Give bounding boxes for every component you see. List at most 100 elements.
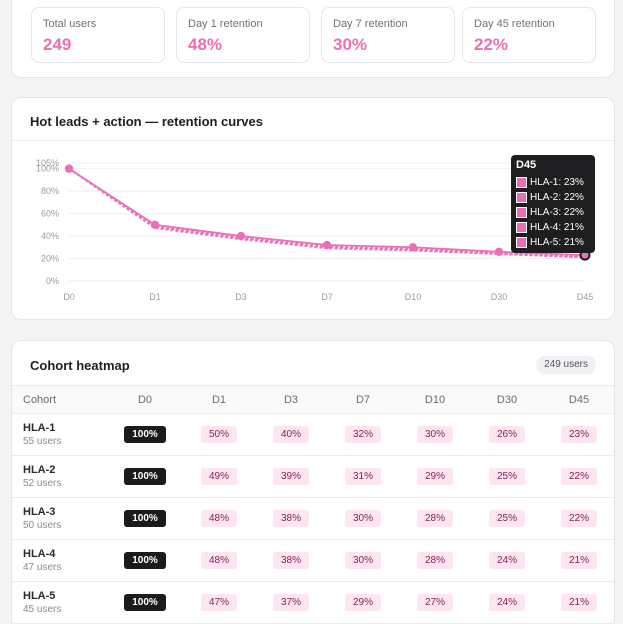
stat-value: 22%	[474, 35, 509, 54]
retention-cell[interactable]: 28%	[417, 552, 453, 569]
legend-swatch	[516, 207, 527, 218]
tooltip-row: HLA-1: 23%	[516, 175, 590, 190]
y-tick-label: 0%	[46, 276, 59, 286]
retention-cell[interactable]: 100%	[124, 552, 166, 569]
column-header: D3	[283, 394, 299, 406]
legend-swatch	[516, 222, 527, 233]
retention-cell[interactable]: 48%	[201, 552, 237, 569]
x-tick-label: D7	[321, 292, 333, 302]
x-tick-label: D1	[149, 292, 161, 302]
retention-chart-card: Hot leads + action — retention curves 0%…	[11, 97, 615, 320]
retention-cell[interactable]: 32%	[345, 426, 381, 443]
retention-cell[interactable]: 39%	[273, 468, 309, 485]
stat-value: 30%	[333, 35, 368, 54]
retention-cell[interactable]: 30%	[345, 552, 381, 569]
retention-cell[interactable]: 100%	[124, 594, 166, 611]
legend-swatch	[516, 192, 527, 203]
y-tick-label: 80%	[41, 186, 59, 196]
stat-label: Total users	[43, 18, 97, 30]
retention-cell[interactable]: 25%	[489, 468, 525, 485]
retention-cell[interactable]: 49%	[201, 468, 237, 485]
data-point	[408, 243, 418, 252]
stat-total-users: Total users 249	[31, 7, 165, 63]
table-row[interactable]: HLA-3 50 users 100% 48% 38% 30% 28% 25% 22%	[12, 498, 614, 540]
data-point	[64, 164, 74, 173]
retention-cell[interactable]: 25%	[489, 510, 525, 527]
tooltip-row-text: HLA-2: 22%	[530, 192, 584, 203]
retention-cell[interactable]: 100%	[124, 468, 166, 485]
cohort-users: 55 users	[23, 436, 62, 447]
retention-cell[interactable]: 40%	[273, 426, 309, 443]
stats-card: Total users 249 Day 1 retention 48% Day …	[11, 0, 615, 78]
tooltip-title: D45	[516, 159, 537, 171]
retention-cell[interactable]: 29%	[417, 468, 453, 485]
stat-label: Day 1 retention	[188, 18, 263, 30]
table-row[interactable]: HLA-4 47 users 100% 48% 38% 30% 28% 24% 21%	[12, 540, 614, 582]
stat-day7-retention: Day 7 retention 30%	[321, 7, 455, 63]
chart-tooltip: D45 HLA-1: 23% HLA-2: 22% HLA-3: 22% HLA-4:…	[511, 155, 595, 253]
retention-cell[interactable]: 28%	[417, 510, 453, 527]
heatmap-title: Cohort heatmap	[30, 358, 130, 373]
retention-cell[interactable]: 30%	[345, 510, 381, 527]
retention-cell[interactable]: 26%	[489, 426, 525, 443]
users-badge: 249 users	[536, 356, 596, 374]
retention-cell[interactable]: 24%	[489, 552, 525, 569]
retention-cell[interactable]: 100%	[124, 510, 166, 527]
tooltip-row-text: HLA-1: 23%	[530, 177, 584, 188]
retention-cell[interactable]: 30%	[417, 426, 453, 443]
retention-cell[interactable]: 31%	[345, 468, 381, 485]
stat-label: Day 45 retention	[474, 18, 555, 30]
data-point	[150, 220, 160, 230]
y-tick-label: 40%	[41, 231, 59, 241]
table-row[interactable]: HLA-2 52 users 100% 49% 39% 31% 29% 25% 22%	[12, 456, 614, 498]
cohort-users: 50 users	[23, 520, 62, 531]
retention-cell[interactable]: 23%	[561, 426, 597, 443]
cohort-name: HLA-1	[23, 422, 56, 434]
tooltip-row-text: HLA-5: 21%	[530, 237, 584, 248]
cohort-name: HLA-5	[23, 590, 56, 602]
divider	[12, 140, 614, 141]
x-tick-label: D3	[235, 292, 247, 302]
retention-cell[interactable]: 100%	[124, 426, 166, 443]
tooltip-row: HLA-2: 22%	[516, 190, 590, 205]
cohort-users: 47 users	[23, 562, 62, 573]
x-tick-label: D10	[405, 292, 422, 302]
retention-cell[interactable]: 22%	[561, 468, 597, 485]
tooltip-row-text: HLA-4: 21%	[530, 222, 584, 233]
retention-cell[interactable]: 27%	[417, 594, 453, 611]
retention-cell[interactable]: 38%	[273, 510, 309, 527]
column-header: D0	[137, 394, 153, 406]
stat-value: 249	[43, 35, 72, 54]
cohort-name: HLA-3	[23, 506, 56, 518]
y-tick-label: 60%	[41, 209, 59, 219]
table-row[interactable]: HLA-5 45 users 100% 47% 37% 29% 27% 24% 21%	[12, 582, 614, 624]
stat-day45-retention: Day 45 retention 22%	[462, 7, 596, 63]
table-row[interactable]: HLA-1 55 users 100% 50% 40% 32% 30% 26% 23%	[12, 414, 614, 456]
stat-day1-retention: Day 1 retention 48%	[176, 7, 310, 63]
tooltip-row: HLA-5: 21%	[516, 235, 590, 250]
retention-cell[interactable]: 47%	[201, 594, 237, 611]
data-point	[236, 231, 246, 241]
retention-cell[interactable]: 37%	[273, 594, 309, 611]
tooltip-row-text: HLA-3: 22%	[530, 207, 584, 218]
chart-title: Hot leads + action — retention curves	[30, 114, 263, 129]
retention-cell[interactable]: 50%	[201, 426, 237, 443]
y-tick-label: 100%	[36, 164, 59, 174]
retention-cell[interactable]: 22%	[561, 510, 597, 527]
column-header: D10	[424, 394, 446, 406]
retention-cell[interactable]: 21%	[561, 594, 597, 611]
retention-cell[interactable]: 24%	[489, 594, 525, 611]
legend-swatch	[516, 237, 527, 248]
y-tick-label: 20%	[41, 254, 59, 264]
x-tick-label: D45	[577, 292, 594, 302]
retention-cell[interactable]: 48%	[201, 510, 237, 527]
column-header: D1	[211, 394, 227, 406]
retention-cell[interactable]: 38%	[273, 552, 309, 569]
cohort-heatmap-card: Cohort heatmap 249 users Cohort D0 D1 D3 D7 D…	[11, 340, 615, 624]
heatmap-header: Cohort D0 D1 D3 D7 D10 D30 D45	[12, 385, 614, 414]
tooltip-row: HLA-4: 21%	[516, 220, 590, 235]
retention-cell[interactable]: 21%	[561, 552, 597, 569]
retention-chart[interactable]: 0% 20% 40% 60% 80% 100%105% D0 D1 D3 D7 D10 D30 D45	[12, 98, 616, 321]
retention-cell[interactable]: 29%	[345, 594, 381, 611]
data-point	[494, 247, 504, 256]
